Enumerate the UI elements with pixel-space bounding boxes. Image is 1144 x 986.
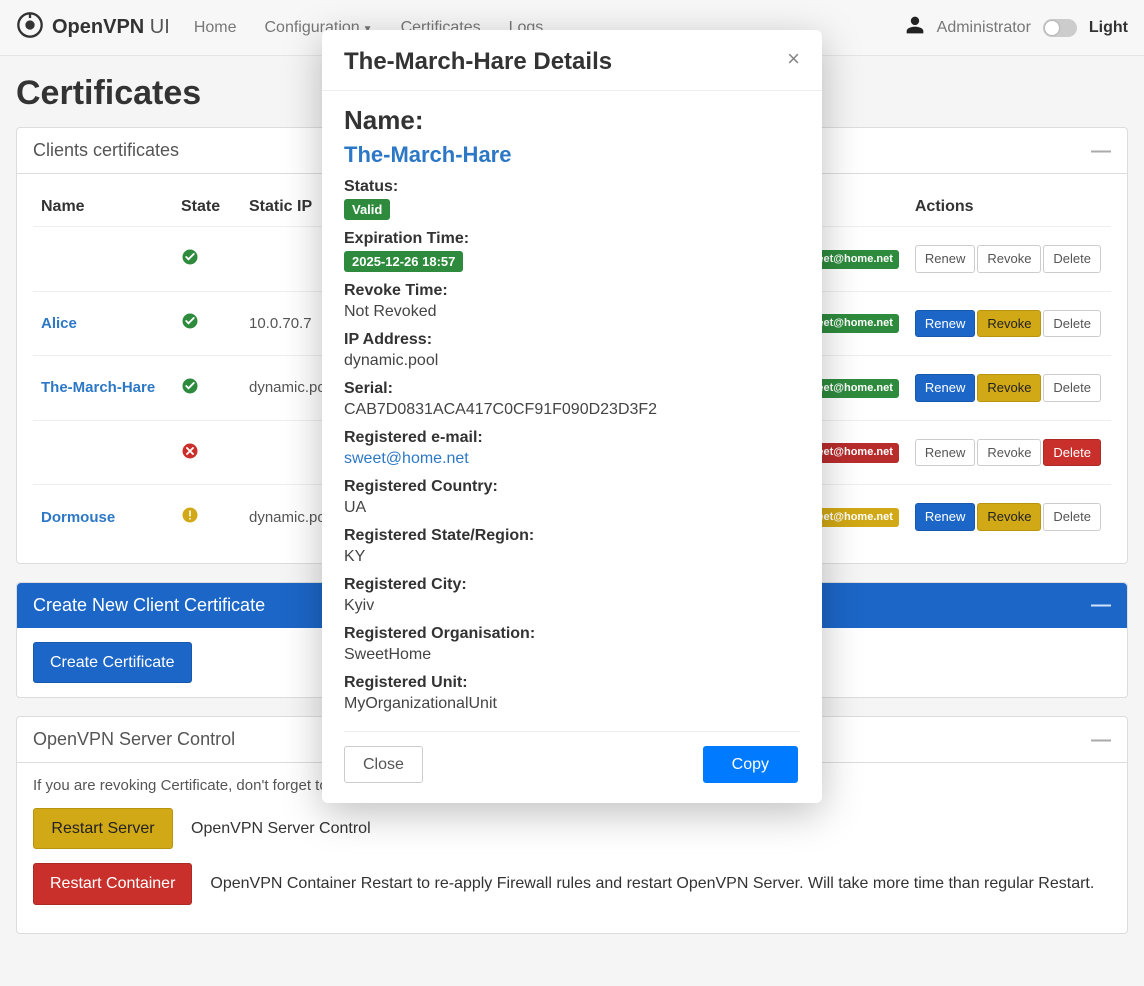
unit-label: Registered Unit: (344, 674, 800, 692)
close-button[interactable]: Close (344, 746, 423, 783)
certificate-details-modal: The-March-Hare Details × Name: The-March… (322, 30, 822, 803)
expiration-label: Expiration Time: (344, 230, 800, 248)
modal-title: The-March-Hare Details (344, 48, 612, 76)
modal-name-label: Name: (344, 105, 800, 136)
ip-label: IP Address: (344, 331, 800, 349)
status-badge: Valid (344, 199, 390, 220)
city-value: Kyiv (344, 597, 800, 615)
serial-label: Serial: (344, 380, 800, 398)
revoke-time-label: Revoke Time: (344, 282, 800, 300)
email-value[interactable]: sweet@home.net (344, 450, 469, 467)
unit-value: MyOrganizationalUnit (344, 695, 800, 713)
country-label: Registered Country: (344, 478, 800, 496)
close-icon[interactable]: × (787, 48, 800, 70)
modal-cert-name[interactable]: The-March-Hare (344, 142, 800, 168)
region-label: Registered State/Region: (344, 527, 800, 545)
country-value: UA (344, 499, 800, 517)
expiration-badge: 2025-12-26 18:57 (344, 251, 463, 272)
copy-button[interactable]: Copy (703, 746, 798, 783)
status-label: Status: (344, 178, 800, 196)
city-label: Registered City: (344, 576, 800, 594)
ip-value: dynamic.pool (344, 352, 800, 370)
region-value: KY (344, 548, 800, 566)
org-value: SweetHome (344, 646, 800, 664)
org-label: Registered Organisation: (344, 625, 800, 643)
email-label: Registered e-mail: (344, 429, 800, 447)
revoke-time-value: Not Revoked (344, 303, 800, 321)
serial-value: CAB7D0831ACA417C0CF91F090D23D3F2 (344, 401, 800, 419)
